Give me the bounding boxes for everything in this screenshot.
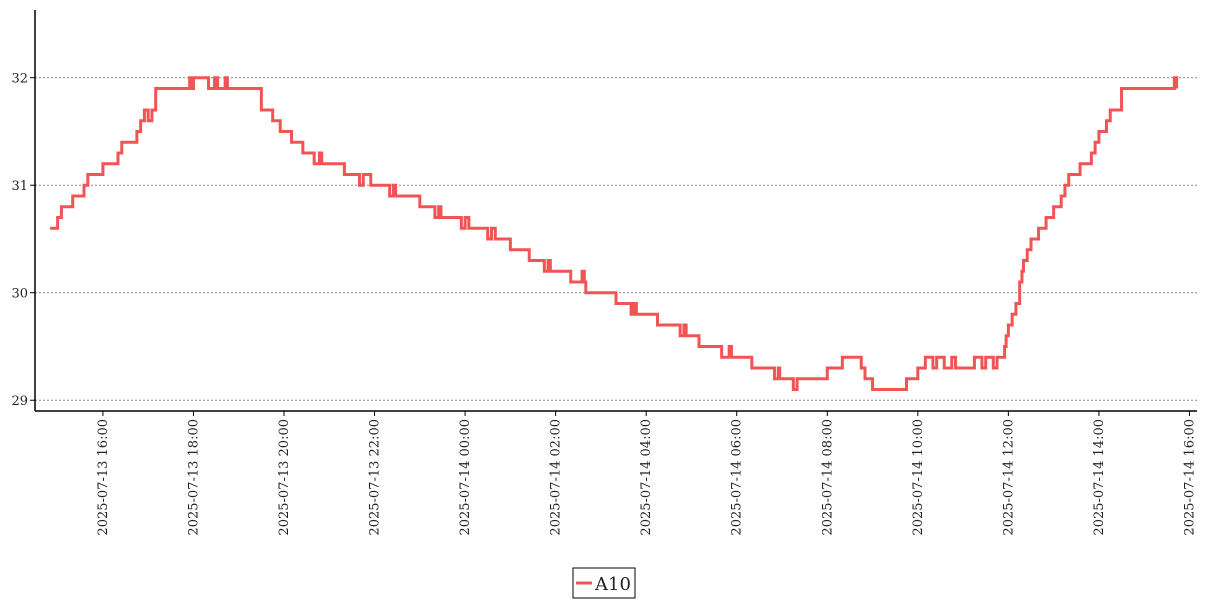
y-tick-label: 32 [11,72,28,87]
x-tick-label: 2025-07-14 12:00 [1001,419,1016,536]
y-tick-label: 31 [11,179,28,194]
x-tick-label: 2025-07-14 16:00 [1182,419,1197,536]
x-tick-label: 2025-07-14 04:00 [639,419,654,536]
series [50,76,1179,391]
x-tick-label: 2025-07-14 00:00 [458,419,473,536]
x-tick-label: 2025-07-14 14:00 [1092,419,1107,536]
x-tick-label: 2025-07-13 20:00 [277,419,292,536]
legend-label-A10: A10 [594,574,631,595]
x-tick-label: 2025-07-14 06:00 [730,419,745,536]
y-tick-label: 30 [11,287,28,302]
x-tick-label: 2025-07-13 16:00 [96,419,111,536]
legend: A10 [572,567,636,599]
axes [34,10,1197,412]
x-tick-label: 2025-07-13 22:00 [368,419,383,536]
y-gridlines [35,77,1197,401]
x-tick-label: 2025-07-14 02:00 [549,419,564,536]
x-tick-label: 2025-07-13 18:00 [186,419,201,536]
series-line-A10 [50,76,1179,391]
x-ticks: 2025-07-13 16:00 2025-07-13 18:00 2025-07-… [96,411,1197,536]
y-ticks: 29 30 31 32 [11,72,35,409]
x-tick-label: 2025-07-14 10:00 [911,419,926,536]
x-tick-label: 2025-07-14 08:00 [820,419,835,536]
y-tick-label: 29 [11,394,28,409]
